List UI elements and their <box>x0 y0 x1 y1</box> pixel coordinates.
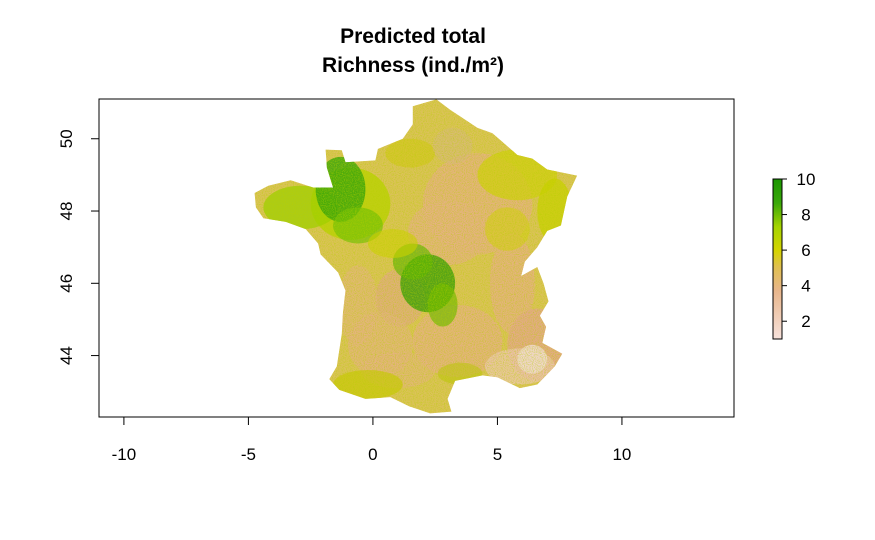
raster-speckle <box>254 99 578 414</box>
legend-tick-label: 10 <box>797 170 816 189</box>
legend-tick-label: 8 <box>801 206 810 225</box>
legend-tick-label: 4 <box>801 277 810 296</box>
legend-colorbar <box>772 178 783 340</box>
x-tick-label: 5 <box>493 445 502 464</box>
x-tick-label: -5 <box>241 445 256 464</box>
x-tick-label: 0 <box>368 445 377 464</box>
france-raster <box>254 99 578 414</box>
x-axis: -10 -5 0 5 10 <box>112 416 631 464</box>
title-line-2: Richness (ind./m²) <box>321 54 505 77</box>
plot-title: Predicted total Richness (ind./m²) <box>0 22 826 80</box>
y-tick-label: 46 <box>57 274 76 293</box>
richness-raster-map <box>254 99 578 414</box>
x-tick-label: 10 <box>612 445 631 464</box>
legend-tick-label: 2 <box>801 312 810 331</box>
color-legend: 2 4 6 8 10 <box>772 170 816 340</box>
title-line-1: Predicted total <box>340 25 486 48</box>
y-tick-label: 44 <box>57 346 76 365</box>
legend-tick-label: 6 <box>801 241 810 260</box>
x-tick-label: -10 <box>112 445 137 464</box>
y-tick-label: 48 <box>57 202 76 221</box>
y-axis: 44 46 48 50 <box>57 129 100 365</box>
y-tick-label: 50 <box>57 129 76 148</box>
